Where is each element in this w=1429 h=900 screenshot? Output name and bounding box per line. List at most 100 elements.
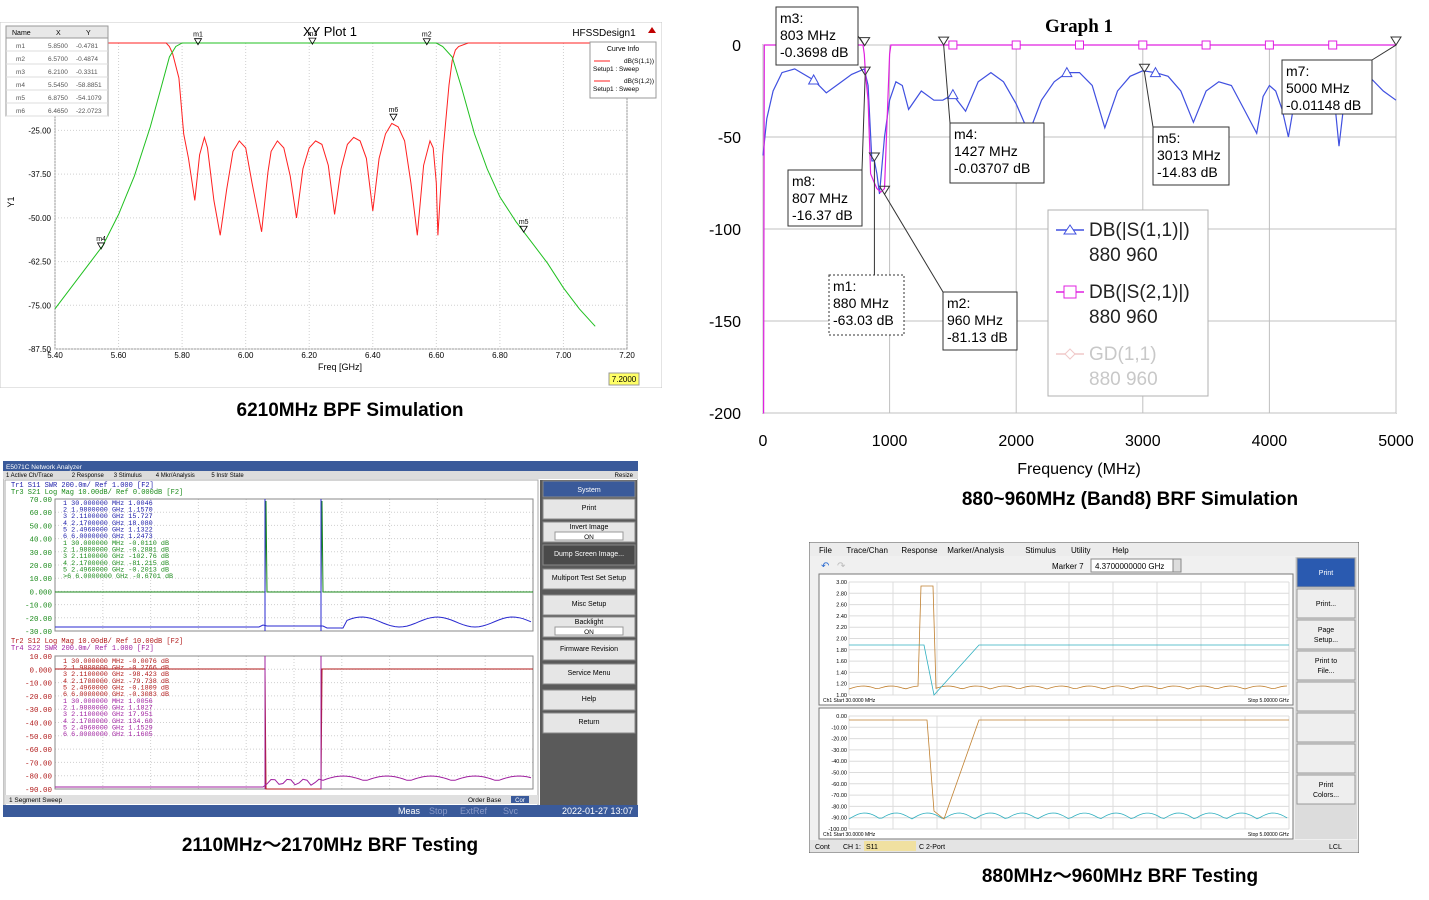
legend-setup-1: Setup1 : Sweep <box>593 66 639 73</box>
y-tick-label: 2.80 <box>836 591 847 597</box>
softkey-button[interactable] <box>1296 588 1356 619</box>
marker-triangle <box>422 38 431 46</box>
softkey-label: File... <box>1317 668 1334 675</box>
caption-880-testing: 880MHz～960MHz BRF Testing <box>981 866 1259 887</box>
series-symbol <box>807 73 820 85</box>
table-cell-name: m1 <box>16 43 25 50</box>
softkey-button[interactable] <box>1296 619 1356 650</box>
marker-callout-text: 960 MHz <box>947 312 1003 328</box>
menu-item[interactable]: Marker/Analysis <box>947 546 1004 555</box>
softkey-button[interactable] <box>542 594 636 616</box>
marker-readout: 2 1.9800000 GHz 1.1827 <box>63 705 153 713</box>
chart-title: XY Plot 1 <box>303 24 357 39</box>
marker-readout: 5 2.4960000 GHz -0.1809 dB <box>63 684 169 692</box>
status-highlight <box>864 841 916 851</box>
softkey-button[interactable] <box>1296 557 1356 588</box>
trace-s11 <box>55 616 532 629</box>
menu-item[interactable]: File <box>819 546 832 555</box>
y-tick-label: -37.50 <box>28 170 51 179</box>
menu-item[interactable]: 5 Instr State <box>211 473 244 479</box>
marker-readout: 4 2.1700000 GHz -81.215 dB <box>63 560 169 568</box>
y-tick-label: -70.00 <box>25 760 53 768</box>
y-tick-label: -50.00 <box>28 214 51 223</box>
y-tick-label: 2.00 <box>836 637 847 643</box>
marker-callout-text: -16.37 dB <box>792 207 853 223</box>
y-tick-label: -80.00 <box>831 804 847 810</box>
softkey-label: Print <box>1319 570 1333 577</box>
table-cell-x: 5.8500 <box>48 43 68 50</box>
trace-s21 <box>849 644 1289 696</box>
marker-callout-text: -0.01148 dB <box>1286 97 1361 113</box>
softkey-button[interactable] <box>542 689 636 711</box>
marker-readout: 3 2.1100000 GHz -98.423 dB <box>63 671 169 679</box>
y-tick-label: -30.00 <box>831 748 847 754</box>
softkey-button[interactable] <box>1296 712 1356 743</box>
menu-item[interactable]: 2 Response <box>72 473 105 479</box>
marker-callout <box>942 291 1018 351</box>
y-tick-label: 20.00 <box>29 563 52 571</box>
menu-item[interactable]: Response <box>901 546 938 555</box>
y-tick-label: 0 <box>732 38 741 55</box>
marker-leader <box>1143 72 1154 128</box>
marker-readout: >6 6.0000000 GHz -0.6701 dB <box>63 573 173 581</box>
series-symbol <box>1201 40 1211 50</box>
marker-triangle <box>519 225 528 234</box>
chart-title: Graph 1 <box>1045 16 1113 37</box>
table-cell-name: m6 <box>16 108 25 115</box>
marker-leader <box>861 75 866 171</box>
menu-item[interactable]: 4 Mkr/Analysis <box>156 473 195 479</box>
softkey-button[interactable] <box>1296 650 1356 681</box>
softkey-label: Help <box>582 696 597 703</box>
table-cell-y: -0.4874 <box>76 56 98 63</box>
softkey-button[interactable] <box>1296 774 1356 805</box>
softkey-button[interactable] <box>1296 743 1356 774</box>
start-freq: Ch1 Start 30.0000 MHz <box>823 832 876 838</box>
stop-freq: Stop 5.00000 GHz <box>1248 832 1290 838</box>
marker-readout: 5 2.4960000 GHz 1.1529 <box>63 724 153 732</box>
softkey-button[interactable] <box>542 544 636 566</box>
y-tick-label: 0.00 <box>836 714 847 720</box>
softkey-label: Print <box>1319 782 1333 789</box>
softkey-label: Firmware Revision <box>560 646 618 653</box>
menu-item[interactable]: 1 Active Ch/Trace <box>6 473 54 479</box>
hfss-xy-plot: m1 m2 m3 m4 m5 m6 5.40 5.60 5.80 6.00 6.20 6.40 6.6… <box>0 21 663 389</box>
menu-item[interactable]: 3 Stimulus <box>114 473 142 479</box>
y-tick-label: -50 <box>718 130 741 147</box>
softkey-button[interactable] <box>542 663 636 685</box>
table-cell-name: m3 <box>16 69 25 76</box>
timestamp: 2022-01-27 13:07 <box>562 806 633 816</box>
softkey-button[interactable] <box>542 498 636 520</box>
marker-callout-text: 1427 MHz <box>954 143 1018 159</box>
redo-icon[interactable]: ↷ <box>837 561 846 572</box>
marker-spinner[interactable] <box>1172 558 1182 573</box>
softkey-button[interactable] <box>542 480 636 498</box>
marker-triangle <box>389 113 398 121</box>
table-cell-x: 5.5450 <box>48 82 68 89</box>
menu-item[interactable]: Trace/Chan <box>846 546 888 555</box>
resize-menu[interactable]: Resize <box>615 473 634 479</box>
legend-series-sub: 880 960 <box>1089 369 1158 390</box>
status-indicator: Meas <box>398 806 421 816</box>
undo-icon[interactable]: ↶ <box>821 561 829 572</box>
x-tick-label: 6.80 <box>492 351 508 360</box>
marker-triangle <box>868 152 881 162</box>
x-tick-label: 0 <box>759 433 768 450</box>
marker-triangle <box>1138 63 1151 74</box>
menu-item[interactable]: Help <box>1112 546 1129 555</box>
marker-callout-text: -63.03 dB <box>833 312 894 328</box>
menu-item[interactable]: Stimulus <box>1025 546 1056 555</box>
hfss-plot-panel: m1 m2 m3 m4 m5 m6 5.40 5.60 5.80 6.00 6.20 6.40 6.6… <box>0 21 663 389</box>
softkey-button[interactable] <box>542 639 636 661</box>
marker-readout: 2 1.9800000 GHz 1.1570 <box>63 507 153 515</box>
stop-freq: Stop 5.00000 GHz <box>1248 698 1290 704</box>
softkey-button[interactable] <box>542 712 636 734</box>
softkey-label: Page <box>1318 627 1334 634</box>
trace-window <box>818 573 1294 706</box>
y-tick-label: 0.000 <box>29 589 52 597</box>
softkey-button[interactable] <box>542 568 636 590</box>
cursor-readout: 7.2000 <box>612 375 637 384</box>
marker-callout-text: m5: <box>1157 130 1180 146</box>
status-item: Cont <box>815 844 830 851</box>
menu-item[interactable]: Utility <box>1071 546 1091 555</box>
softkey-button[interactable] <box>1296 681 1356 712</box>
